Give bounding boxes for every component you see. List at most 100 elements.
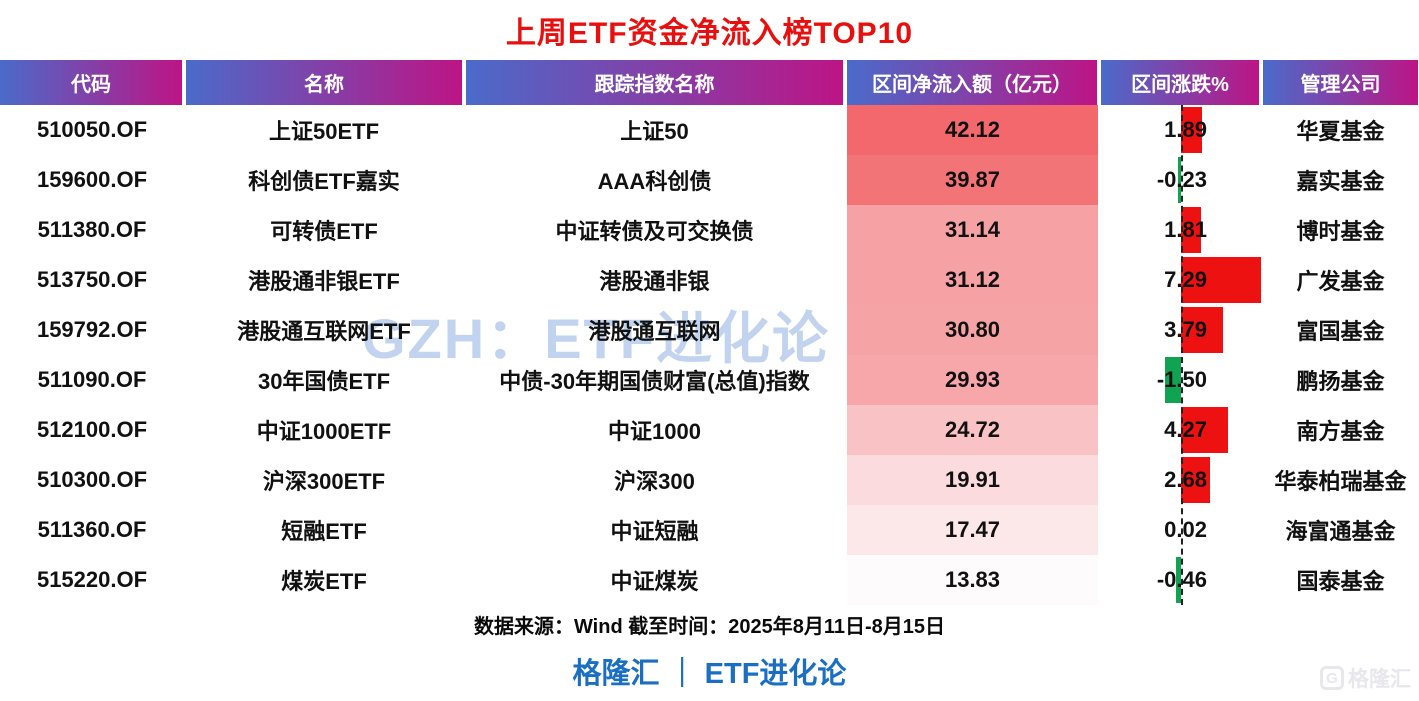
company-cell: 国泰基金 xyxy=(1296,569,1385,594)
inflow-cell: 24.72 xyxy=(845,405,1100,455)
change-bar xyxy=(1181,307,1223,353)
table-row: 511360.OF 短融ETF 中证短融 17.47 0.02 海富通基金 xyxy=(0,505,1419,555)
table-row: 159600.OF 科创债ETF嘉实 AAA科创债 39.87 -0.23 嘉实… xyxy=(0,155,1419,205)
inflow-heat-fill xyxy=(847,105,1098,155)
name-cell: 可转债ETF xyxy=(270,219,378,244)
name-cell: 港股通互联网ETF xyxy=(237,319,411,344)
header-cell-name: 名称 xyxy=(186,60,462,105)
header-cell-index: 跟踪指数名称 xyxy=(466,60,843,105)
name-cell: 短融ETF xyxy=(281,519,367,544)
table-row: 510050.OF 上证50ETF 上证50 42.12 1.89 华夏基金 xyxy=(0,105,1419,155)
code-cell: 511090.OF xyxy=(37,367,147,392)
inflow-heat-fill xyxy=(847,155,1098,205)
inflow-heat-fill xyxy=(847,205,1098,255)
index-cell: 港股通非银 xyxy=(599,269,710,294)
change-cell: 2.68 xyxy=(1100,455,1262,505)
company-cell: 富国基金 xyxy=(1296,319,1385,344)
change-cell: -1.50 xyxy=(1100,355,1262,405)
change-cell: -0.46 xyxy=(1100,555,1262,605)
change-cell: 1.89 xyxy=(1100,105,1262,155)
change-bar xyxy=(1178,157,1181,203)
data-source-note: 数据来源：Wind 截至时间：2025年8月11日-8月15日 xyxy=(473,616,946,638)
inflow-cell: 19.91 xyxy=(845,455,1100,505)
table-row: 512100.OF 中证1000ETF 中证1000 24.72 4.27 南方… xyxy=(0,405,1419,455)
name-cell: 上证50ETF xyxy=(268,119,380,144)
change-bar xyxy=(1181,107,1202,153)
index-cell: AAA科创债 xyxy=(597,169,712,194)
code-cell: 159792.OF xyxy=(36,317,148,342)
table-row: 159792.OF 港股通互联网ETF 港股通互联网 30.80 3.79 富国… xyxy=(0,305,1419,355)
change-bar xyxy=(1164,357,1181,403)
index-cell: 中债-30年期国债财富(总值)指数 xyxy=(499,369,810,394)
name-cell: 煤炭ETF xyxy=(281,569,367,594)
change-bar xyxy=(1181,457,1211,503)
name-cell: 港股通非银ETF xyxy=(248,269,400,294)
inflow-heat-fill xyxy=(847,405,1098,455)
brand-footer: 格隆汇 ｜ ETF进化论 xyxy=(572,658,847,690)
change-cell: 7.29 xyxy=(1100,255,1262,305)
name-cell: 科创债ETF嘉实 xyxy=(248,169,400,194)
code-cell: 511380.OF xyxy=(37,217,147,242)
inflow-cell: 17.47 xyxy=(845,505,1100,555)
change-bar xyxy=(1181,207,1201,253)
name-cell: 中证1000ETF xyxy=(256,419,392,444)
code-cell: 513750.OF xyxy=(36,267,148,292)
table-row: 510300.OF 沪深300ETF 沪深300 19.91 2.68 华泰柏瑞… xyxy=(0,455,1419,505)
inflow-heat-fill xyxy=(847,305,1098,355)
code-cell: 510300.OF xyxy=(36,467,148,492)
table-row: 511090.OF 30年国债ETF 中债-30年期国债财富(总值)指数 29.… xyxy=(0,355,1419,405)
inflow-heat-fill xyxy=(847,255,1098,305)
corner-logo: G 格隆汇 xyxy=(1320,663,1411,693)
index-cell: 中证1000 xyxy=(608,419,701,444)
index-cell: 中证转债及可交换债 xyxy=(555,219,754,244)
inflow-heat-fill xyxy=(847,355,1098,405)
index-cell: 沪深300 xyxy=(614,469,695,494)
change-bar xyxy=(1181,407,1228,453)
index-cell: 中证煤炭 xyxy=(610,569,699,594)
header-cell-inflow: 区间净流入额（亿元） xyxy=(847,60,1097,105)
page-title: 上周ETF资金净流入榜TOP10 xyxy=(505,17,914,50)
company-cell: 博时基金 xyxy=(1296,219,1385,244)
company-cell: 华泰柏瑞基金 xyxy=(1274,469,1407,494)
name-cell: 30年国债ETF xyxy=(257,369,391,394)
inflow-heat-fill xyxy=(847,555,1098,605)
header-cell-code: 代码 xyxy=(0,60,182,105)
code-cell: 511360.OF xyxy=(37,517,147,542)
company-cell: 海富通基金 xyxy=(1285,519,1396,544)
change-cell: 1.81 xyxy=(1100,205,1262,255)
company-cell: 鹏扬基金 xyxy=(1296,369,1385,394)
change-bar xyxy=(1175,557,1181,603)
change-cell: 3.79 xyxy=(1100,305,1262,355)
change-bar xyxy=(1181,257,1261,303)
inflow-cell: 13.83 xyxy=(845,555,1100,605)
company-cell: 华夏基金 xyxy=(1296,119,1385,144)
corner-logo-label: 格隆汇 xyxy=(1348,668,1411,691)
header-cell-change: 区间涨跌% xyxy=(1101,60,1259,105)
index-cell: 中证短融 xyxy=(610,519,699,544)
company-cell: 南方基金 xyxy=(1296,419,1385,444)
table-row: 515220.OF 煤炭ETF 中证煤炭 13.83 -0.46 国泰基金 xyxy=(0,555,1419,605)
inflow-heat-fill xyxy=(847,505,1098,555)
header-cell-company: 管理公司 xyxy=(1263,60,1418,105)
inflow-cell: 29.93 xyxy=(845,355,1100,405)
table-body: 510050.OF 上证50ETF 上证50 42.12 1.89 华夏基金 1… xyxy=(0,105,1419,605)
change-cell: -0.23 xyxy=(1100,155,1262,205)
code-cell: 515220.OF xyxy=(36,567,148,592)
change-axis-line xyxy=(1181,105,1183,605)
change-cell: 0.02 xyxy=(1164,517,1207,542)
index-cell: 上证50 xyxy=(620,119,689,144)
change-cell: 4.27 xyxy=(1100,405,1262,455)
code-cell: 510050.OF xyxy=(36,117,148,142)
inflow-cell: 42.12 xyxy=(845,105,1100,155)
table-row: 513750.OF 港股通非银ETF 港股通非银 31.12 7.29 广发基金 xyxy=(0,255,1419,305)
inflow-cell: 30.80 xyxy=(845,305,1100,355)
name-cell: 沪深300ETF xyxy=(262,469,386,494)
index-cell: 港股通互联网 xyxy=(588,319,721,344)
company-cell: 广发基金 xyxy=(1296,269,1385,294)
inflow-cell: 39.87 xyxy=(845,155,1100,205)
inflow-cell: 31.14 xyxy=(845,205,1100,255)
gelonghui-logo-icon: G xyxy=(1320,666,1344,690)
table-row: 511380.OF 可转债ETF 中证转债及可交换债 31.14 1.81 博时… xyxy=(0,205,1419,255)
inflow-heat-fill xyxy=(847,455,1098,505)
code-cell: 159600.OF xyxy=(36,167,148,192)
